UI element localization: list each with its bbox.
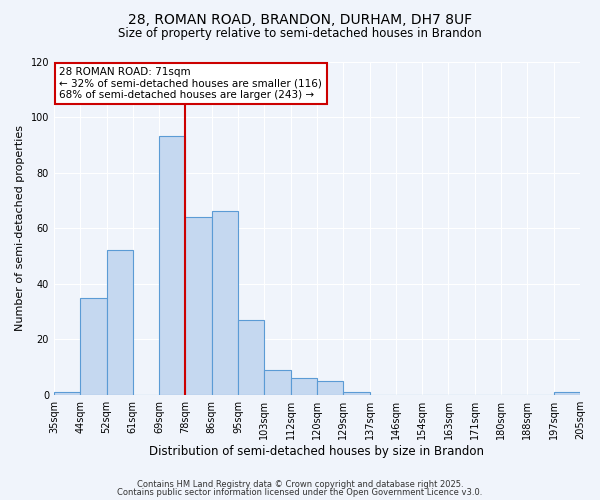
Bar xyxy=(80,298,107,394)
Bar xyxy=(54,392,80,394)
Bar xyxy=(343,392,370,394)
Bar xyxy=(238,320,265,394)
Text: Size of property relative to semi-detached houses in Brandon: Size of property relative to semi-detach… xyxy=(118,28,482,40)
Text: Contains public sector information licensed under the Open Government Licence v3: Contains public sector information licen… xyxy=(118,488,482,497)
Bar xyxy=(185,217,212,394)
Bar xyxy=(212,212,238,394)
Bar xyxy=(290,378,317,394)
Bar xyxy=(317,381,343,394)
Bar xyxy=(107,250,133,394)
Y-axis label: Number of semi-detached properties: Number of semi-detached properties xyxy=(15,125,25,331)
Text: 28 ROMAN ROAD: 71sqm
← 32% of semi-detached houses are smaller (116)
68% of semi: 28 ROMAN ROAD: 71sqm ← 32% of semi-detac… xyxy=(59,67,322,100)
X-axis label: Distribution of semi-detached houses by size in Brandon: Distribution of semi-detached houses by … xyxy=(149,444,484,458)
Text: Contains HM Land Registry data © Crown copyright and database right 2025.: Contains HM Land Registry data © Crown c… xyxy=(137,480,463,489)
Bar xyxy=(554,392,580,394)
Bar xyxy=(159,136,185,394)
Bar xyxy=(265,370,290,394)
Text: 28, ROMAN ROAD, BRANDON, DURHAM, DH7 8UF: 28, ROMAN ROAD, BRANDON, DURHAM, DH7 8UF xyxy=(128,12,472,26)
